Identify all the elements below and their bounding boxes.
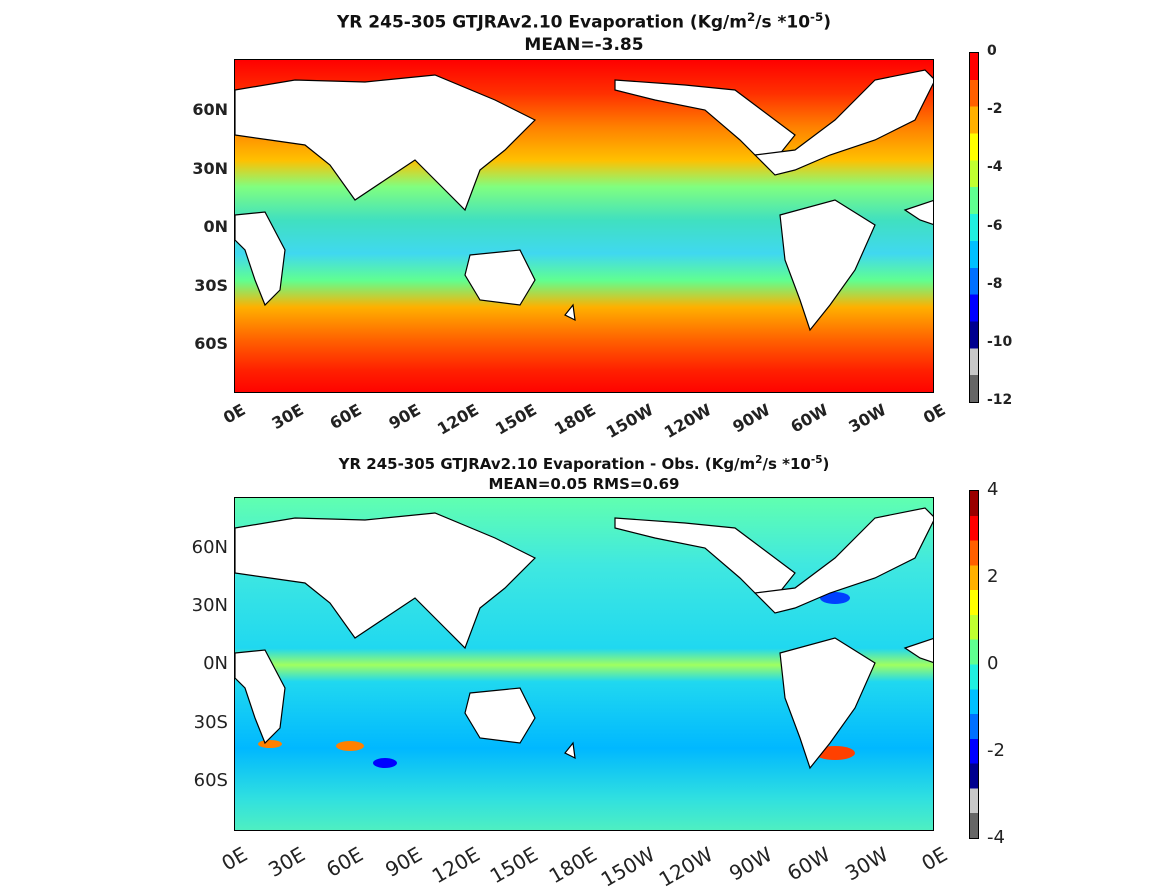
chart1-cbar-tick: -12 <box>987 392 1013 408</box>
chart1-subtitle: MEAN=-3.85 <box>524 34 644 55</box>
chart1-xtick: 60E <box>326 400 365 434</box>
chart1-title-main: YR 245-305 GTJRAv2.10 Evaporation (Kg/m <box>336 12 747 33</box>
chart1-map <box>234 59 934 393</box>
chart1-cbar-tick: -6 <box>987 218 1003 234</box>
chart1-title-end: ) <box>823 12 832 33</box>
chart1-map-svg <box>235 60 933 392</box>
chart2-cbar-tick: 4 <box>987 479 999 500</box>
chart1-xtick: 120W <box>660 400 715 442</box>
chart2-xtick: 30W <box>840 842 892 886</box>
chart1-xtick: 90W <box>729 400 774 437</box>
chart1-ytick: 30S <box>194 276 228 295</box>
chart1-ytick: 60N <box>192 100 228 119</box>
chart2-anomaly <box>373 758 397 768</box>
chart2-xtick: 0E <box>217 842 251 876</box>
chart2-xtick: 120W <box>654 842 717 892</box>
chart2-xtick: 150W <box>596 842 659 892</box>
chart2-title: YR 245-305 GTJRAv2.10 Evaporation - Obs.… <box>234 450 934 494</box>
chart2-ytick: 30S <box>193 712 228 733</box>
chart1-cbar-tick: -10 <box>987 334 1013 350</box>
chart1-xtick: 0E <box>219 400 249 428</box>
chart2-title-sup2: -5 <box>810 454 823 466</box>
chart1-title: YR 245-305 GTJRAv2.10 Evaporation (Kg/m2… <box>234 6 934 56</box>
chart1-xtick: 0E <box>919 400 949 428</box>
chart1-ytick: 0N <box>203 217 228 236</box>
chart2-ytick: 60N <box>191 537 228 558</box>
chart1-xtick: 180E <box>550 400 599 439</box>
chart2-xtick: 180E <box>544 842 601 889</box>
chart2-cbar-tick: 0 <box>987 653 999 674</box>
chart2-ytick: 30N <box>191 595 228 616</box>
chart2-land <box>235 507 933 770</box>
chart1-cbar-tick: 0 <box>987 43 997 59</box>
chart1-title-mid: /s *10 <box>755 12 811 33</box>
chart2-xtick: 30E <box>264 842 309 882</box>
chart1-xtick: 30W <box>845 400 890 437</box>
chart2-xtick: 90E <box>381 842 426 882</box>
chart2-xtick: 120E <box>427 842 484 889</box>
chart1-title-sup1: 2 <box>746 10 756 24</box>
chart2-map-svg <box>235 498 933 830</box>
chart1-xtick: 90E <box>385 400 424 434</box>
chart2-title-sup1: 2 <box>755 454 763 466</box>
chart2-title-main: YR 245-305 GTJRAv2.10 Evaporation - Obs.… <box>338 455 756 473</box>
chart2-map <box>234 497 934 831</box>
chart1-cbar-tick: -8 <box>987 276 1003 292</box>
chart2-xtick: 0E <box>917 842 951 876</box>
chart1-xtick: 60W <box>787 400 832 437</box>
chart2-cbar-tick: -4 <box>987 827 1005 848</box>
chart2-xtick: 60E <box>322 842 367 882</box>
chart2-anomaly <box>336 741 364 751</box>
chart2-anomaly <box>258 740 282 748</box>
chart1-xtick: 30E <box>268 400 307 434</box>
chart2-subtitle: MEAN=0.05 RMS=0.69 <box>488 475 680 493</box>
chart1-xtick: 120E <box>433 400 482 439</box>
chart2-xtick: 60W <box>782 842 834 886</box>
chart2-anomaly <box>820 592 850 604</box>
chart1-cbar-tick: -2 <box>987 101 1003 117</box>
chart1-ytick: 30N <box>192 159 228 178</box>
chart1-xtick: 150E <box>491 400 540 439</box>
chart1-land <box>235 69 933 332</box>
chart1-cbar-tick: -4 <box>987 159 1003 175</box>
chart2-xtick: 150E <box>485 842 542 889</box>
chart2-ytick: 0N <box>203 653 228 674</box>
chart1-ytick: 60S <box>194 334 228 353</box>
chart1-colorbar <box>969 52 979 403</box>
chart2-title-end: ) <box>822 455 830 473</box>
chart2-ytick: 60S <box>193 770 228 791</box>
chart2-colorbar <box>969 490 979 839</box>
chart2-xtick: 90W <box>724 842 776 886</box>
chart2-title-mid: /s *10 <box>762 455 811 473</box>
chart1-xtick: 150W <box>602 400 657 442</box>
chart2-cbar-tick: 2 <box>987 566 999 587</box>
chart1-title-sup2: -5 <box>810 10 824 24</box>
chart2-cbar-tick: -2 <box>987 740 1005 761</box>
